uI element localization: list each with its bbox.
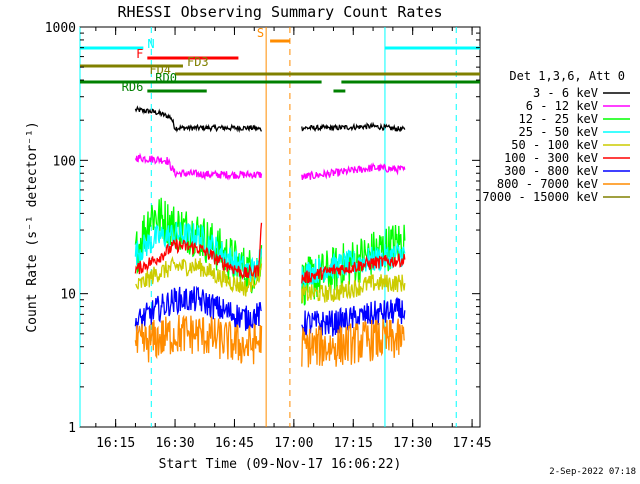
series-layer — [134, 105, 406, 368]
series-line — [301, 162, 406, 181]
series-line — [134, 105, 263, 133]
series-line — [301, 296, 406, 337]
x-tick-label: 16:15 — [96, 436, 135, 451]
x-tick-label: 16:30 — [155, 436, 194, 451]
y-tick-label: 10 — [60, 288, 76, 303]
x-tick-label: 17:45 — [453, 436, 492, 451]
series-line — [301, 253, 406, 284]
legend-entry-label: 3 - 6 keV — [533, 86, 598, 100]
legend-entry-label: 12 - 25 keV — [519, 112, 598, 126]
series-line — [301, 274, 406, 303]
x-tick-label: 17:30 — [393, 436, 432, 451]
flag-label: FD3 — [187, 55, 209, 69]
series-line — [134, 285, 262, 336]
flag-label: RD0 — [155, 71, 177, 85]
flag-label: FD4 — [149, 63, 171, 77]
chart-title: RHESSI Observing Summary Count Rates — [117, 3, 442, 21]
flag-label: F — [136, 47, 143, 61]
flag-label: N — [147, 37, 154, 51]
series-line — [301, 318, 405, 368]
axis-ticks: 16:15 16:30 16:45 17:00 17:15 17:30 17:45 1 10 10… — [45, 21, 492, 451]
x-tick-label: 17:00 — [274, 436, 313, 451]
x-tick-label: 17:15 — [334, 436, 373, 451]
flag-label: S — [257, 26, 264, 40]
series-line — [134, 222, 263, 280]
series-line — [134, 314, 263, 365]
y-tick-label: 1000 — [45, 21, 76, 36]
x-axis-label: Start Time (09-Nov-17 16:06:22) — [159, 457, 402, 472]
legend-entry-label: 6 - 12 keV — [526, 99, 598, 113]
y-tick-label: 1 — [68, 421, 76, 436]
x-tick-label: 16:45 — [215, 436, 254, 451]
y-axis-label: Count Rate (s⁻¹ detector⁻¹) — [25, 121, 40, 332]
legend-entry-label: 25 - 50 keV — [519, 125, 598, 139]
series-line — [134, 152, 263, 181]
legend-entry-label: 7000 - 15000 keV — [482, 190, 598, 204]
legend-entry-label: 100 - 300 keV — [504, 151, 598, 165]
y-tick-label: 100 — [53, 154, 76, 169]
vertical-markers — [79, 27, 457, 427]
series-line — [301, 121, 406, 133]
legend-entry-label: 50 - 100 keV — [511, 138, 598, 152]
flag-label: RD6 — [122, 80, 144, 94]
legend-title: Det 1,3,6, Att 0 — [509, 69, 625, 83]
legend-entry-label: 800 - 7000 keV — [497, 177, 598, 191]
series-line — [135, 255, 263, 297]
render-timestamp: 2-Sep-2022 07:18 — [549, 467, 636, 477]
legend-entry-label: 300 - 800 keV — [504, 164, 598, 178]
